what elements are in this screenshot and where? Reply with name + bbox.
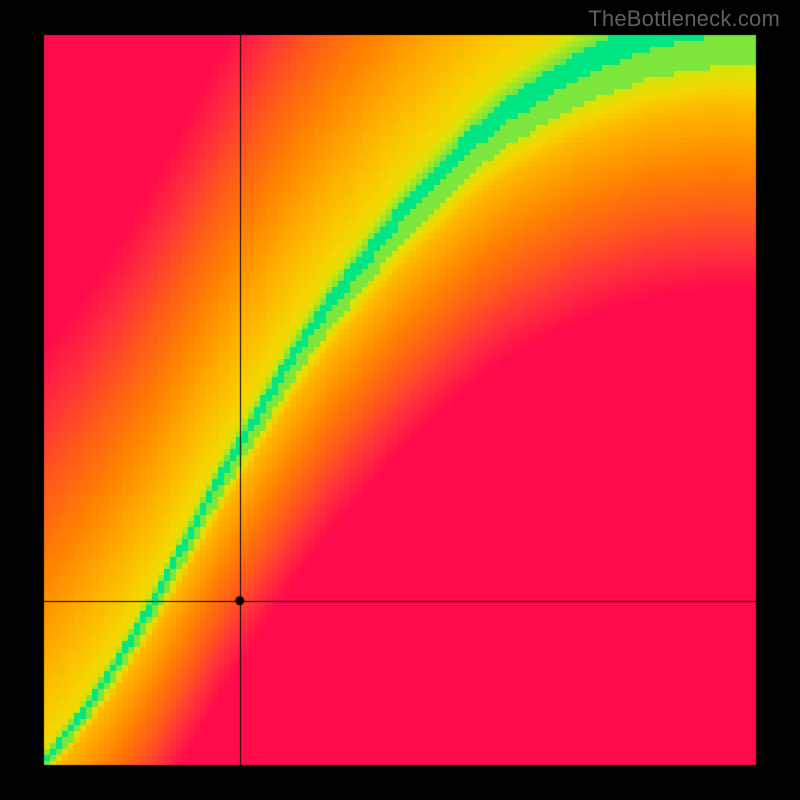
bottleneck-heatmap [0,0,800,800]
watermark-text: TheBottleneck.com [588,6,780,32]
